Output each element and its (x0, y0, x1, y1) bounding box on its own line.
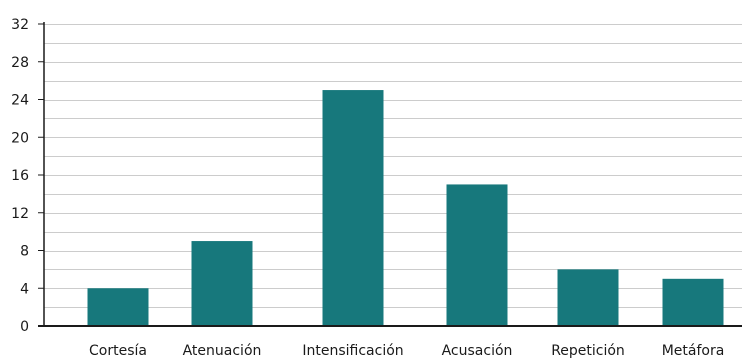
y-tick-label: 28 (11, 55, 29, 71)
y-tick-labels: 0 4 8 12 16 20 24 28 32 (11, 17, 44, 335)
y-tick-label: 8 (20, 244, 29, 260)
x-category-label: Metáfora (662, 343, 725, 358)
bars (87, 90, 724, 326)
axes (38, 22, 742, 327)
gridlines (44, 24, 742, 308)
x-category-label: Acusación (442, 343, 513, 358)
bar-intensificación (322, 90, 384, 326)
bar-atenuación (191, 241, 253, 326)
x-category-label: Intensificación (302, 343, 403, 358)
x-category-label: Cortesía (89, 343, 147, 358)
x-tick-labels: Cortesía Atenuación Intensificación Acusaci… (89, 343, 724, 358)
x-category-label: Atenuación (183, 343, 262, 358)
bar-repetición (557, 269, 619, 326)
y-tick-label: 24 (11, 93, 29, 109)
y-tick-label: 16 (11, 168, 29, 184)
bar-cortesía (87, 288, 149, 326)
bar-metáfora (662, 278, 724, 326)
y-tick-label: 32 (11, 17, 29, 33)
y-tick-label: 20 (11, 130, 29, 146)
y-tick-label: 4 (20, 281, 29, 297)
bar-acusación (446, 184, 508, 326)
x-category-label: Repetición (551, 343, 625, 358)
y-tick-label: 12 (11, 206, 29, 222)
y-tick-label: 0 (20, 319, 29, 335)
